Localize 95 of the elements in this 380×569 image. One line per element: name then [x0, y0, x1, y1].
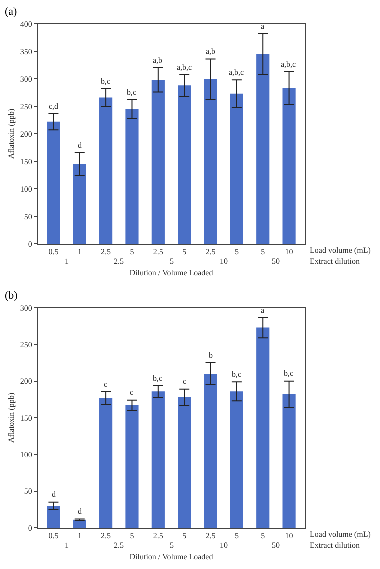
x-tick-label: 2.5 [206, 248, 216, 257]
bar [73, 164, 86, 244]
y-tick-label: 250 [20, 340, 32, 350]
x-tick-label: 5 [261, 248, 266, 257]
x-axis-title: Dilution / Volume Loaded [130, 268, 214, 278]
text: 50 [272, 257, 280, 266]
x-tick-label: 10 [285, 532, 294, 541]
data-label: b,c [232, 370, 242, 379]
data-label: a,b [206, 47, 216, 56]
text: Extract dilution [310, 541, 360, 550]
x-tick-label: 1 [78, 532, 82, 541]
x-tick-label: 10 [285, 248, 294, 257]
x-tick-label: 5 [182, 532, 187, 541]
x-tick-label: 0.5 [48, 532, 59, 541]
text: 50 [272, 541, 280, 550]
text: Load volume (mL) [310, 246, 372, 255]
data-label: b,c [101, 77, 111, 86]
y-axis-title: Aflatoxin (ppb) [7, 392, 16, 443]
text: 2.5 [114, 541, 124, 550]
bar [230, 392, 244, 528]
y-tick-label: 350 [20, 47, 32, 56]
data-label: b,c [284, 369, 294, 378]
data-label: a,b,c [281, 60, 297, 69]
bar [100, 98, 113, 244]
x-tick-label: 5 [234, 532, 239, 541]
data-label: d [52, 490, 56, 499]
data-label: a,b,c [177, 63, 193, 72]
bar [152, 392, 165, 528]
y-axis-title: Aflatoxin (ppb) [7, 108, 16, 159]
x-tick-label: 5 [261, 532, 266, 541]
y-tick-label: 50 [24, 212, 32, 222]
y-tick-label: 0 [28, 524, 32, 533]
data-label: a [261, 306, 265, 315]
y-tick-label: 0 [28, 240, 32, 249]
data-label: a,b [153, 56, 163, 65]
x-tick-label: 5 [234, 248, 239, 257]
bar [230, 94, 244, 244]
bar [152, 80, 165, 244]
data-label: d [78, 507, 82, 516]
bar [47, 506, 60, 528]
data-label: a,b,c [229, 68, 245, 77]
y-tick-label: 100 [20, 450, 32, 460]
data-label: b [209, 351, 213, 360]
bar [282, 394, 296, 528]
bar [256, 54, 270, 244]
y-tick-label: 50 [24, 487, 32, 496]
text: 1 [65, 257, 69, 266]
y-tick-label: 400 [20, 20, 32, 29]
y-tick-label: 200 [20, 377, 32, 386]
text: 5 [170, 257, 174, 266]
y-tick-label: 200 [20, 130, 32, 139]
x-axis-title: Dilution / Volume Loaded [130, 552, 214, 562]
x-tick-label: 2.5 [101, 248, 112, 257]
y-tick-label: 250 [20, 102, 32, 112]
text: 5 [170, 541, 174, 550]
text: 10 [220, 541, 228, 550]
y-tick-label: 100 [20, 184, 32, 194]
data-label: c [183, 377, 187, 386]
x-tick-label: 5 [130, 532, 134, 541]
data-label: c,d [49, 102, 59, 111]
text: Extract dilution [310, 257, 360, 266]
text: 1 [65, 541, 69, 550]
bar [100, 398, 113, 528]
x-tick-label: 5 [182, 248, 187, 257]
data-label: b,c [127, 88, 137, 97]
bar [204, 80, 218, 244]
bar [178, 397, 192, 528]
x-tick-label: 2.5 [153, 532, 164, 541]
chart-title: (a) [5, 6, 18, 18]
data-label: c [104, 380, 108, 389]
chart-title: (b) [5, 290, 18, 302]
data-label: c [130, 388, 134, 397]
x-tick-label: 5 [130, 248, 134, 257]
data-label: b,c [153, 374, 163, 383]
text: 10 [220, 257, 228, 266]
x-tick-label: 0.5 [48, 248, 59, 257]
bar [282, 88, 296, 244]
x-tick-label: 2.5 [206, 532, 216, 541]
x-tick-label: 2.5 [153, 248, 164, 257]
bar [178, 86, 192, 244]
text: Load volume (mL) [310, 530, 372, 539]
y-tick-label: 300 [20, 74, 32, 84]
data-label: a [261, 22, 265, 31]
x-tick-label: 1 [78, 248, 82, 257]
bar [47, 122, 60, 244]
x-tick-label: 2.5 [101, 532, 112, 541]
y-tick-label: 300 [20, 304, 32, 313]
bar [204, 374, 218, 528]
bar [256, 328, 270, 528]
data-label: d [78, 141, 82, 150]
y-tick-label: 150 [20, 414, 32, 423]
text: 2.5 [114, 257, 124, 266]
y-tick-label: 150 [20, 157, 32, 166]
bar [126, 406, 139, 528]
bar [126, 109, 139, 244]
